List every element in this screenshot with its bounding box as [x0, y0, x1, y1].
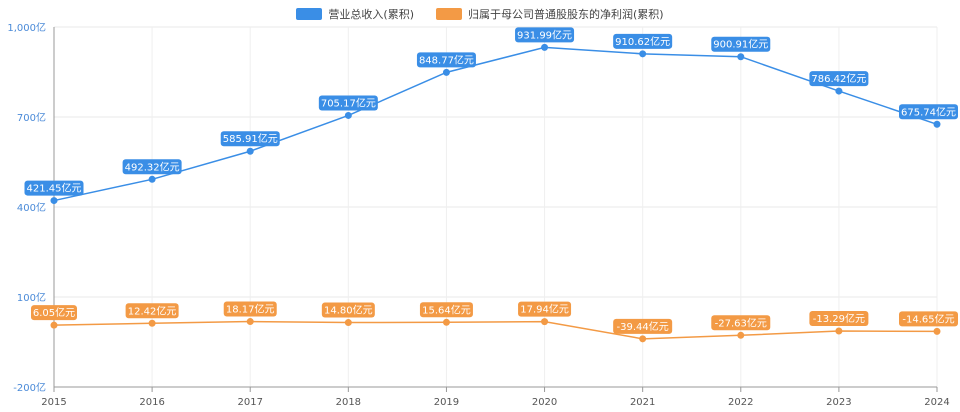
- data-point: [148, 175, 156, 183]
- data-label: 900.91亿元: [713, 38, 768, 51]
- data-point: [541, 318, 549, 326]
- data-label-bg: [31, 305, 77, 321]
- series-line: [53, 320, 938, 340]
- series-line: [53, 46, 938, 202]
- data-label-bg: [711, 315, 771, 331]
- data-label: 14.80亿元: [324, 304, 373, 317]
- data-point: [737, 331, 745, 339]
- legend-swatch-revenue: [296, 8, 323, 20]
- x-tick-label: 2017: [237, 397, 262, 408]
- data-label: 6.05亿元: [33, 306, 75, 319]
- data-label: 17.94亿元: [520, 303, 569, 316]
- y-tick-label: -200亿: [13, 381, 46, 394]
- data-point: [50, 197, 58, 205]
- data-label-bg: [416, 52, 476, 68]
- data-label-bg: [125, 303, 179, 319]
- data-label-bg: [515, 27, 575, 43]
- data-label-bg: [24, 180, 84, 196]
- data-label: -27.63亿元: [715, 316, 767, 329]
- data-label: 675.74亿元: [901, 105, 956, 118]
- data-label-bg: [318, 95, 378, 111]
- series-1: 6.05亿元 12.42亿元 18.17亿元 14.80亿元 15.64亿元 17.94亿…: [31, 301, 958, 343]
- data-point: [541, 43, 549, 51]
- data-point: [639, 335, 647, 343]
- legend-label-net-profit: 归属于母公司普通股股东的净利润(累积): [468, 8, 664, 21]
- data-label-bg: [613, 318, 673, 334]
- data-label: 18.17亿元: [226, 303, 275, 316]
- data-label-bg: [220, 131, 280, 147]
- y-tick-label: 100亿: [17, 291, 46, 304]
- data-label-bg: [899, 311, 958, 327]
- y-tick-label: 400亿: [17, 201, 46, 214]
- data-point: [148, 319, 156, 327]
- data-label: 705.17亿元: [321, 96, 376, 109]
- data-label-bg: [613, 33, 673, 49]
- data-label-bg: [223, 301, 277, 317]
- series-0: 421.45亿元 492.32亿元 585.91亿元 705.17亿元 848.77亿元…: [24, 27, 958, 205]
- data-label-bg: [899, 104, 958, 120]
- data-label: -14.65亿元: [902, 312, 954, 325]
- x-tick-label: 2020: [532, 397, 557, 408]
- data-point: [246, 147, 254, 155]
- data-label-bg: [711, 36, 771, 52]
- data-label: 421.45亿元: [27, 182, 82, 195]
- x-tick-label: 2019: [434, 397, 459, 408]
- data-point: [639, 50, 647, 58]
- data-label: 848.77亿元: [419, 53, 474, 66]
- data-label-bg: [122, 159, 182, 175]
- x-tick-label: 2022: [728, 397, 753, 408]
- data-point: [246, 318, 254, 326]
- data-label-bg: [321, 302, 375, 318]
- data-label-bg: [518, 301, 572, 317]
- data-label: 585.91亿元: [223, 132, 278, 145]
- data-label-bg: [809, 310, 869, 326]
- data-label: 492.32亿元: [125, 160, 180, 173]
- legend-item-revenue[interactable]: 营业总收入(累积): [296, 6, 414, 22]
- legend-label-revenue: 营业总收入(累积): [328, 8, 414, 21]
- x-tick-label: 2015: [41, 397, 66, 408]
- data-point: [442, 68, 450, 76]
- data-point: [50, 321, 58, 329]
- data-point: [835, 327, 843, 335]
- legend-swatch-net-profit: [436, 8, 462, 20]
- x-tick-label: 2018: [336, 397, 361, 408]
- data-point: [344, 111, 352, 119]
- data-point: [344, 319, 352, 327]
- data-point: [442, 318, 450, 326]
- legend-item-net-profit[interactable]: 归属于母公司普通股股东的净利润(累积): [436, 6, 664, 22]
- data-label: 910.62亿元: [615, 35, 670, 48]
- data-point: [835, 87, 843, 95]
- y-tick-label: 700亿: [17, 111, 46, 124]
- data-label-bg: [419, 302, 473, 318]
- y-tick-label: 1,000亿: [7, 21, 46, 34]
- x-tick-label: 2021: [630, 397, 655, 408]
- x-tick-label: 2023: [826, 397, 851, 408]
- data-label: 931.99亿元: [517, 28, 572, 41]
- data-label: 786.42亿元: [811, 72, 866, 85]
- data-point: [933, 327, 941, 335]
- data-label: 15.64亿元: [422, 303, 471, 316]
- data-label: 12.42亿元: [128, 304, 177, 317]
- data-label: -13.29亿元: [813, 312, 865, 325]
- data-point: [933, 120, 941, 128]
- legend: 营业总收入(累积) 归属于母公司普通股股东的净利润(累积): [0, 6, 960, 22]
- data-label-bg: [809, 71, 869, 87]
- x-tick-label: 2024: [924, 397, 949, 408]
- x-tick-label: 2016: [139, 397, 164, 408]
- data-point: [737, 53, 745, 61]
- data-label: -39.44亿元: [617, 320, 669, 333]
